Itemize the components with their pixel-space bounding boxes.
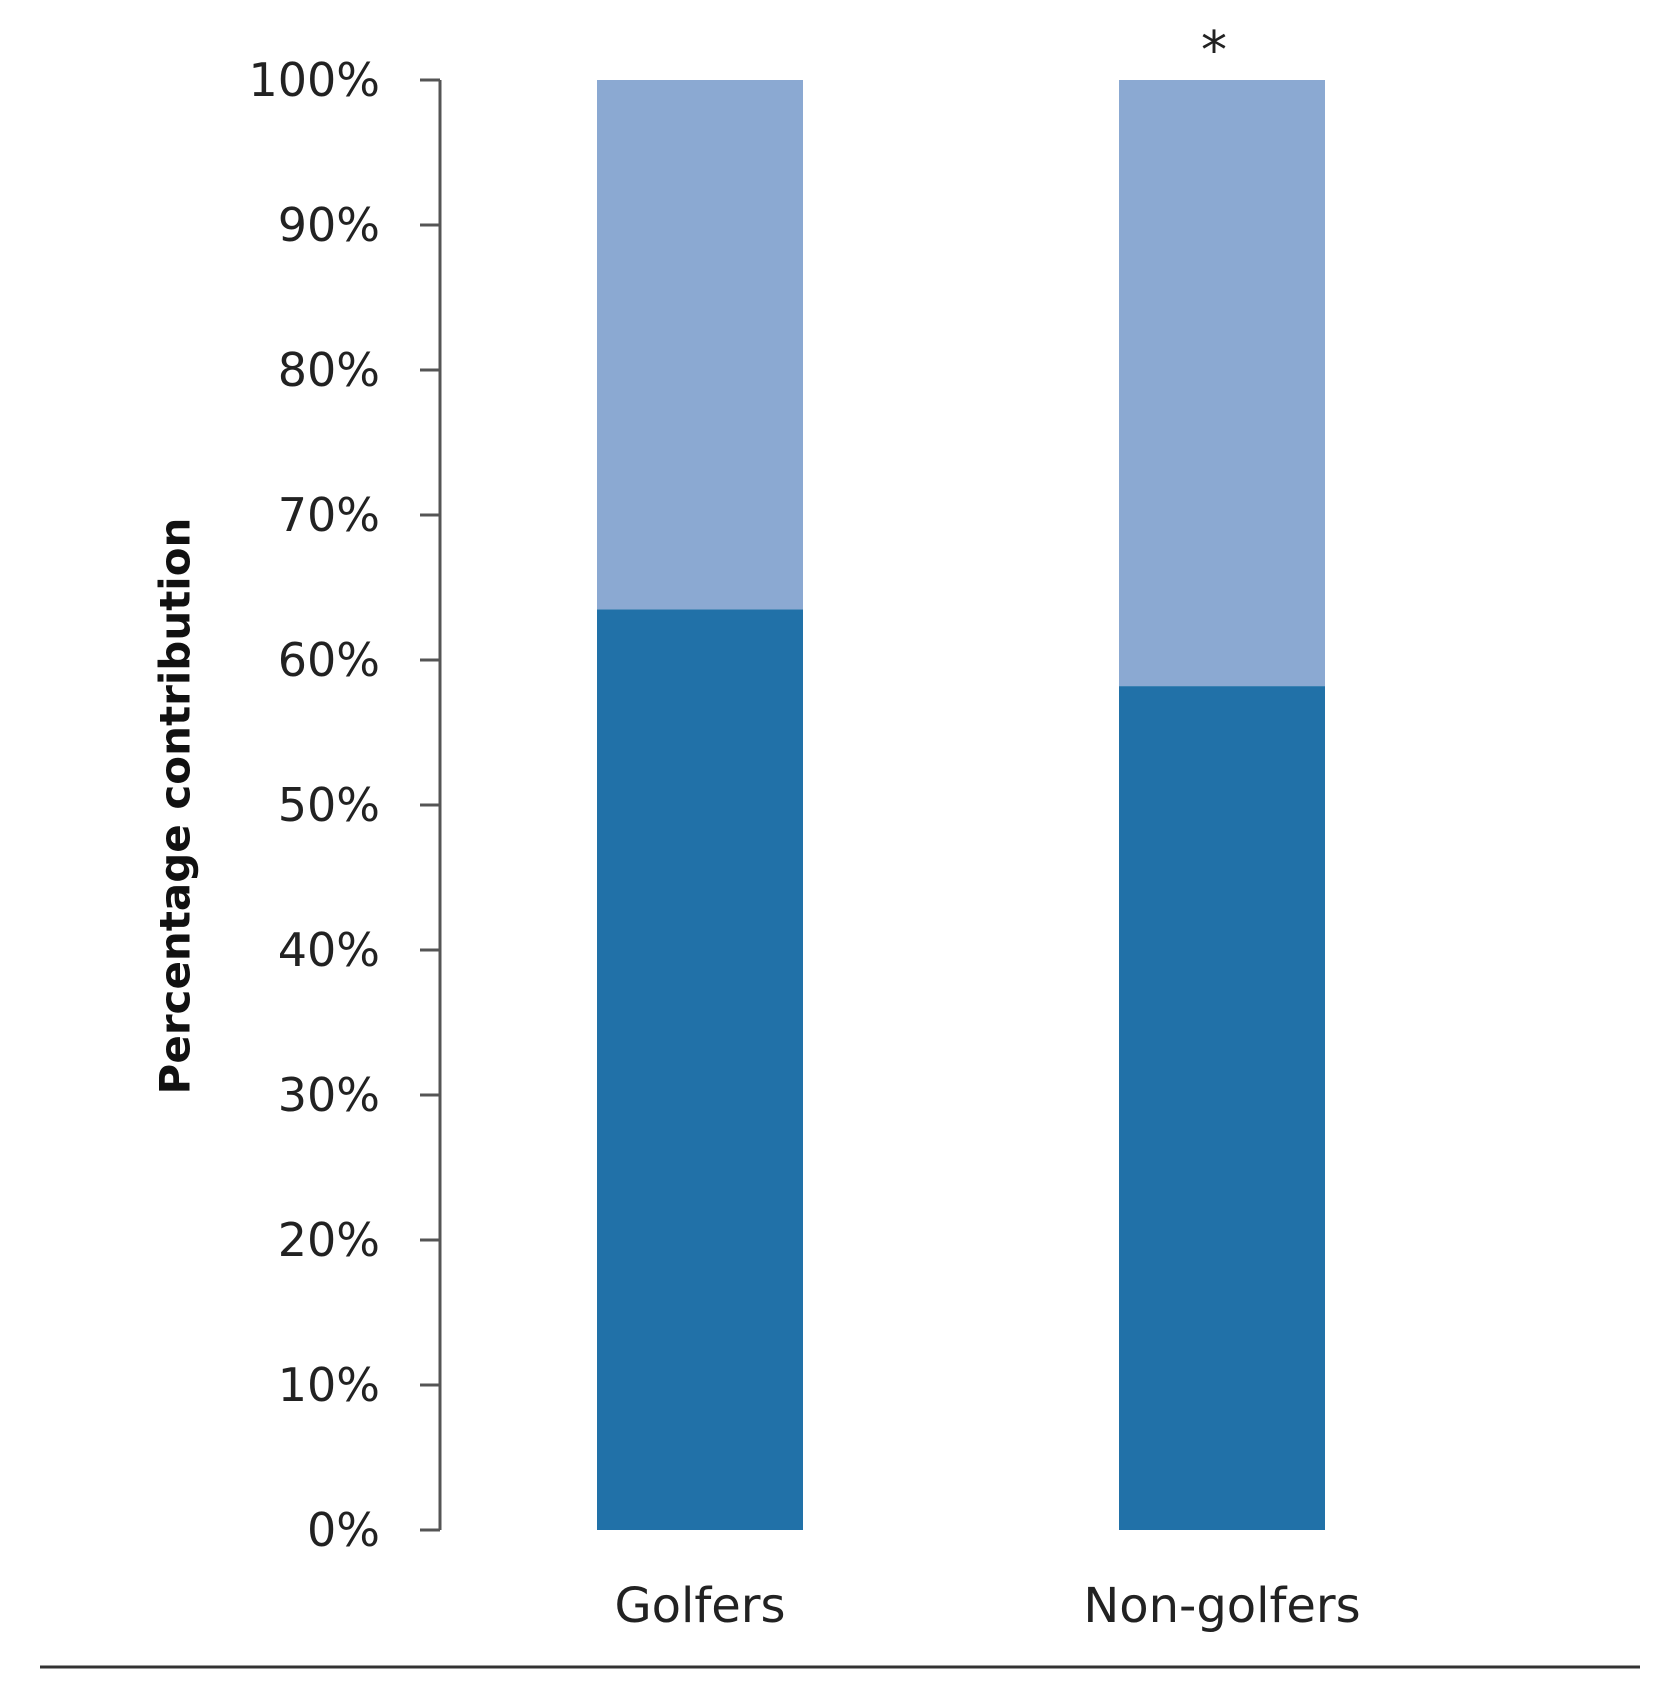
y-tick-label: 90% [278, 198, 380, 252]
bar-segment-golfers-2 [597, 80, 803, 610]
bar-segment-non-golfers-1 [1119, 686, 1325, 1530]
y-axis-ticks: 0% 10% 20% 30% 40% 50% 60% 70% 80% 90% 100% [248, 53, 440, 1557]
y-tick-label: 80% [278, 343, 380, 397]
y-tick-label: 50% [278, 778, 380, 832]
bars [597, 80, 1325, 1530]
annotations: * [1201, 21, 1227, 81]
x-category-label: Non-golfers [1083, 1578, 1360, 1634]
significance-marker: * [1201, 21, 1227, 81]
y-tick-label: 100% [248, 53, 380, 107]
y-tick-label: 0% [307, 1503, 380, 1557]
y-tick-label: 30% [278, 1068, 380, 1122]
bar-segment-golfers-1 [597, 609, 803, 1530]
y-axis-label: Percentage contribution [151, 518, 200, 1095]
x-axis-labels: Golfers Non-golfers [614, 1578, 1360, 1634]
y-tick-label: 40% [278, 923, 380, 977]
y-tick-label: 20% [278, 1213, 380, 1267]
y-tick-label: 10% [278, 1358, 380, 1412]
bar-segment-non-golfers-2 [1119, 80, 1325, 687]
y-tick-label: 70% [278, 488, 380, 542]
x-category-label: Golfers [614, 1578, 785, 1634]
y-tick-label: 60% [278, 633, 380, 687]
